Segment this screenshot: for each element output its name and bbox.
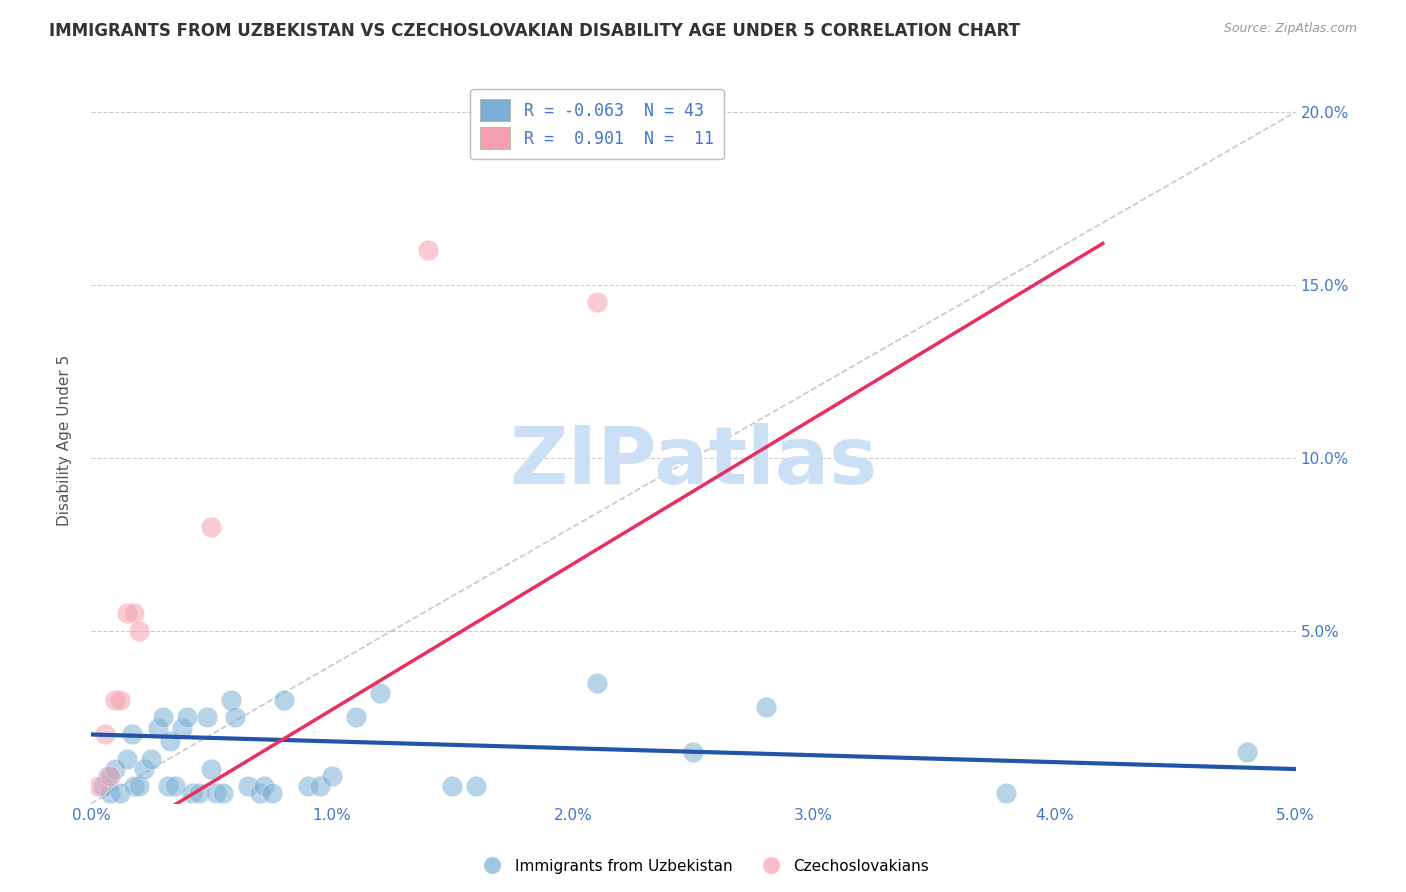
Point (1236, 745, 1258, 759)
Text: ZIPatlas: ZIPatlas (509, 424, 877, 501)
Point (253, 780, 276, 794)
Point (200, 762, 222, 776)
Point (586, 295, 609, 310)
Point (200, 520, 222, 534)
Y-axis label: Disability Age Under 5: Disability Age Under 5 (58, 355, 72, 526)
Point (368, 686, 391, 700)
Legend: R = -0.063  N = 43, R =  0.901  N =  11: R = -0.063 N = 43, R = 0.901 N = 11 (470, 89, 724, 159)
Point (418, 244, 440, 258)
Point (104, 762, 127, 776)
Point (205, 786, 228, 800)
Point (152, 710, 174, 724)
Point (98, 786, 121, 800)
Point (108, 786, 131, 800)
Point (159, 734, 181, 748)
Point (108, 693, 131, 707)
Point (321, 769, 343, 783)
Text: IMMIGRANTS FROM UZBEKISTAN VS CZECHOSLOVAKIAN DISABILITY AGE UNDER 5 CORRELATION: IMMIGRANTS FROM UZBEKISTAN VS CZECHOSLOV… (49, 22, 1021, 40)
Point (128, 624, 150, 638)
Point (236, 780, 259, 794)
Point (115, 752, 138, 766)
Point (297, 780, 319, 794)
Point (172, 721, 194, 735)
Point (181, 786, 204, 800)
Point (441, 780, 464, 794)
Point (104, 693, 127, 707)
Point (212, 786, 235, 800)
Point (465, 780, 488, 794)
Point (148, 721, 170, 735)
Point (224, 710, 246, 724)
Point (132, 762, 155, 776)
Legend: Immigrants from Uzbekistan, Czechoslovakians: Immigrants from Uzbekistan, Czechoslovak… (471, 853, 935, 880)
Point (97, 769, 120, 783)
Point (98, 769, 121, 783)
Point (249, 786, 271, 800)
Point (682, 745, 704, 759)
Point (165, 780, 187, 794)
Point (128, 780, 150, 794)
Point (115, 607, 138, 621)
Point (754, 699, 776, 714)
Point (157, 780, 180, 794)
Point (176, 710, 198, 724)
Point (308, 780, 330, 794)
Point (121, 727, 143, 741)
Text: Source: ZipAtlas.com: Source: ZipAtlas.com (1223, 22, 1357, 36)
Point (195, 710, 218, 724)
Point (344, 710, 367, 724)
Point (141, 752, 163, 766)
Point (586, 675, 609, 690)
Point (188, 786, 211, 800)
Point (124, 780, 146, 794)
Point (124, 607, 146, 621)
Point (273, 693, 295, 707)
Point (87, 780, 110, 794)
Point (995, 786, 1018, 800)
Point (91, 780, 114, 794)
Point (260, 786, 283, 800)
Point (94, 727, 117, 741)
Point (219, 693, 242, 707)
